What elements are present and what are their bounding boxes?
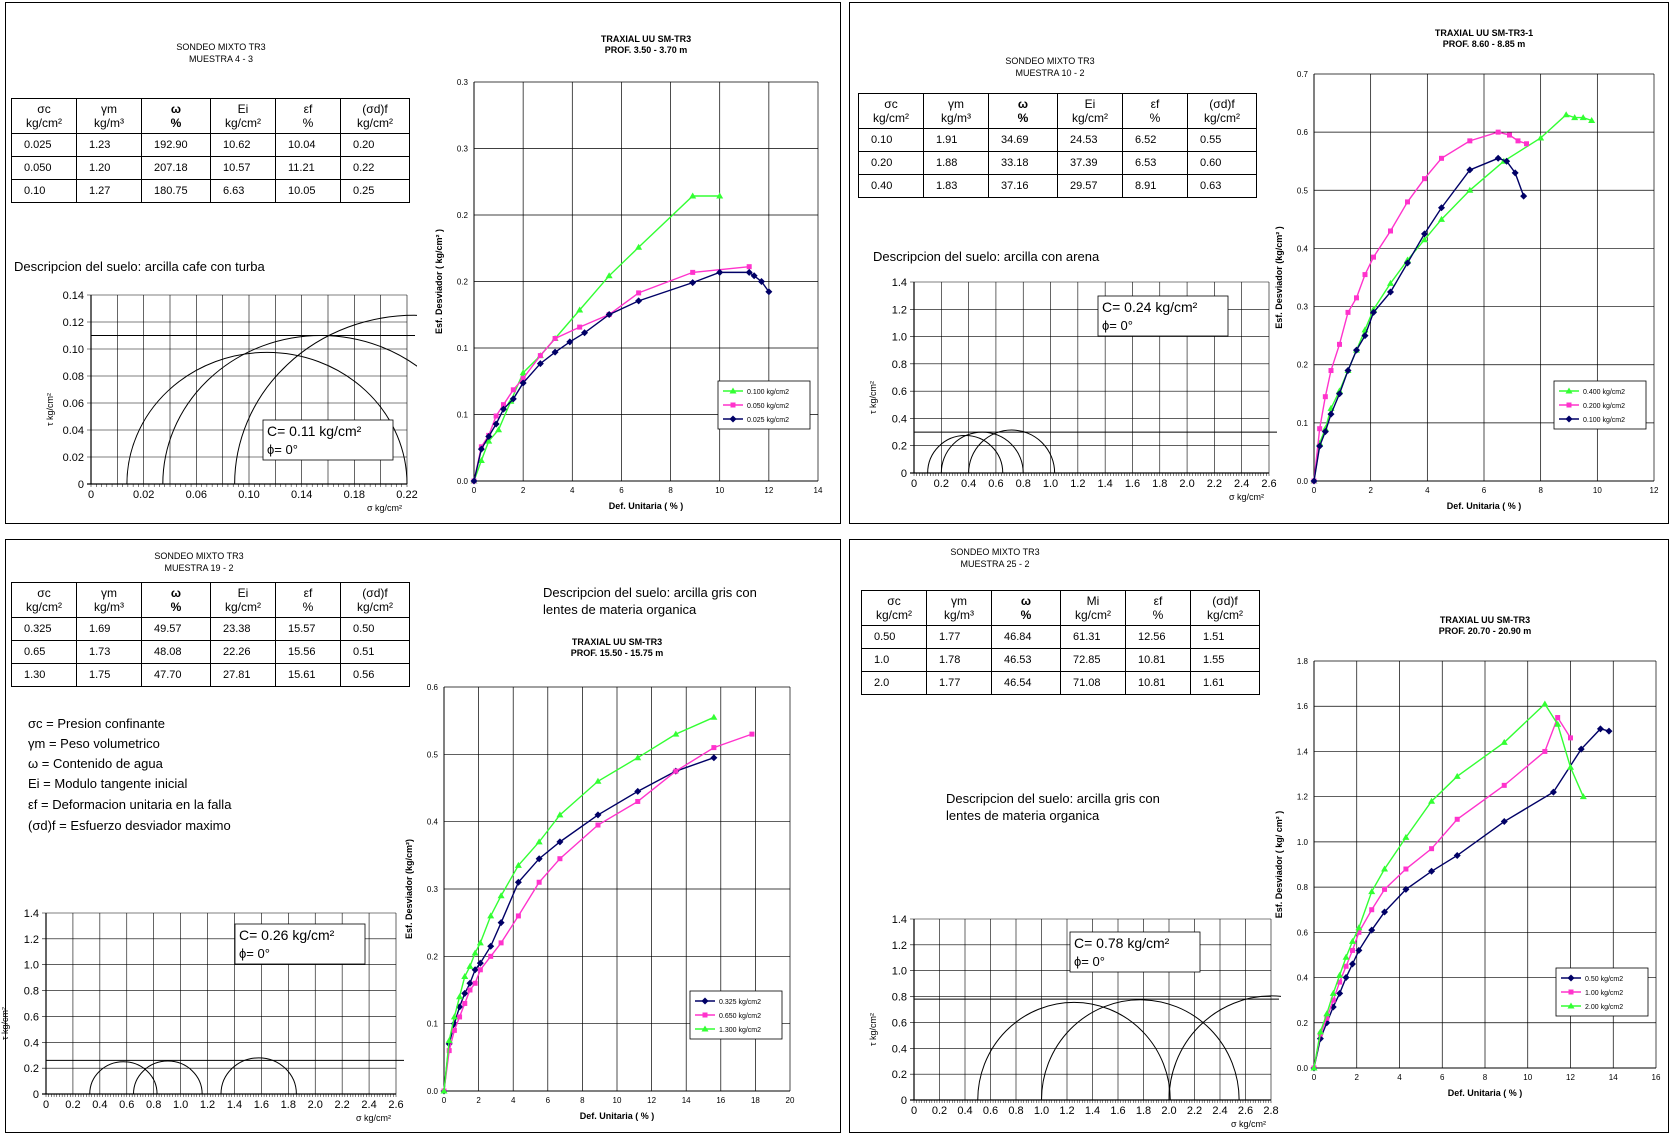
col-header: σc kg/cm² xyxy=(858,93,924,129)
table-header-row: σc kg/cm² γm kg/m³ ω% Ei kg/cm² εf% (σd)f kg… xyxy=(858,93,1257,129)
sample-title: MUESTRA 25 - 2 xyxy=(960,559,1030,569)
table-row: 0.050 1.20 207.18 10.57 11.21 0.22 xyxy=(11,156,410,180)
table-row: 1.0 1.78 46.53 72.85 10.81 1.55 xyxy=(861,648,1260,672)
col-header: εf% xyxy=(275,582,341,618)
table-row: 0.65 1.73 48.08 22.26 15.56 0.51 xyxy=(11,640,410,664)
col-header: γm kg/m³ xyxy=(923,93,989,129)
sample-header: SONDEO MIXTO TR3 MUESTRA 25 - 2 xyxy=(895,546,1095,570)
notation-unit-weight: γm = Peso volumetrico xyxy=(28,736,160,751)
sample-title: MUESTRA 19 - 2 xyxy=(164,563,234,573)
col-header: Ei kg/cm² xyxy=(210,582,276,618)
col-header: γm kg/m³ xyxy=(76,98,142,134)
soil-description: Descripcion del suelo: arcilla gris con … xyxy=(946,791,1160,823)
notation-confining-pressure: σc = Presion confinante xyxy=(28,716,166,731)
properties-table: σc kg/cm² γm kg/m³ ω% Ei kg/cm² εf% (σd)f kg… xyxy=(11,98,410,203)
col-header: ω% xyxy=(991,590,1061,626)
col-header: σc kg/cm² xyxy=(11,582,77,618)
boring-title: SONDEO MIXTO TR3 xyxy=(1005,56,1095,66)
notation-failure-strain: εf = Deformacion unitaria en la falla xyxy=(28,797,232,812)
panel-sample-2: SONDEO MIXTO TR3 MUESTRA 10 - 2 σc kg/cm²… xyxy=(849,2,1669,524)
col-header: Mi kg/cm² xyxy=(1060,590,1126,626)
table-row: 0.20 1.88 33.18 37.39 6.53 0.60 xyxy=(858,151,1257,175)
sample-header: SONDEO MIXTO TR3 MUESTRA 10 - 2 xyxy=(950,55,1150,79)
properties-table: σc kg/cm² γm kg/m³ ω% Mi kg/cm² εf% (σd)f kg… xyxy=(861,590,1260,695)
col-header: σc kg/cm² xyxy=(11,98,77,134)
panel-sample-1: SONDEO MIXTO TR3 MUESTRA 4 - 3 σc kg/cm² … xyxy=(5,2,841,524)
boring-title: SONDEO MIXTO TR3 xyxy=(950,547,1040,557)
table-row: 0.10 1.27 180.75 6.63 10.05 0.25 xyxy=(11,179,410,203)
soil-description: Descripcion del suelo: arcilla gris con … xyxy=(543,585,757,617)
panel-sample-3: SONDEO MIXTO TR3 MUESTRA 19 - 2 σc kg/cm²… xyxy=(5,539,841,1133)
col-header: ω% xyxy=(141,98,211,134)
col-header: Ei kg/cm² xyxy=(210,98,276,134)
soil-description: Descripcion del suelo: arcilla cafe con … xyxy=(14,259,265,274)
col-header: (σd)f kg/cm² xyxy=(340,582,410,618)
col-header: Ei kg/cm² xyxy=(1057,93,1123,129)
properties-table: σc kg/cm² γm kg/m³ ω% Ei kg/cm² εf% (σd)f kg… xyxy=(858,93,1257,198)
col-header: σc kg/cm² xyxy=(861,590,927,626)
sample-header: SONDEO MIXTO TR3 MUESTRA 4 - 3 xyxy=(121,41,321,65)
table-row: 0.10 1.91 34.69 24.53 6.52 0.55 xyxy=(858,128,1257,152)
col-header: ω% xyxy=(988,93,1058,129)
soil-description: Descripcion del suelo: arcilla con arena xyxy=(873,249,1100,264)
table-header-row: σc kg/cm² γm kg/m³ ω% Mi kg/cm² εf% (σd)f kg… xyxy=(861,590,1260,626)
col-header: εf% xyxy=(1125,590,1191,626)
table-row: 1.30 1.75 47.70 27.81 15.61 0.56 xyxy=(11,663,410,687)
col-header: γm kg/m³ xyxy=(926,590,992,626)
panel-sample-4: SONDEO MIXTO TR3 MUESTRA 25 - 2 σc kg/cm²… xyxy=(849,539,1669,1133)
table-row: 2.0 1.77 46.54 71.08 10.81 1.61 xyxy=(861,671,1260,695)
table-row: 0.325 1.69 49.57 23.38 15.57 0.50 xyxy=(11,617,410,641)
notation-deviator-stress: (σd)f = Esfuerzo desviador maximo xyxy=(28,818,231,833)
notation-initial-modulus: Ei = Modulo tangente inicial xyxy=(28,776,188,791)
col-header: εf% xyxy=(1122,93,1188,129)
table-row: 0.40 1.83 37.16 29.57 8.91 0.63 xyxy=(858,174,1257,198)
sample-title: MUESTRA 4 - 3 xyxy=(188,54,253,64)
properties-table: σc kg/cm² γm kg/m³ ω% Ei kg/cm² εf% (σd)f kg… xyxy=(11,582,410,687)
boring-title: SONDEO MIXTO TR3 xyxy=(176,42,266,52)
sample-title: MUESTRA 10 - 2 xyxy=(1015,68,1085,78)
col-header: (σd)f kg/cm² xyxy=(1190,590,1260,626)
boring-title: SONDEO MIXTO TR3 xyxy=(154,551,244,561)
col-header: (σd)f kg/cm² xyxy=(1187,93,1257,129)
table-row: 0.50 1.77 46.84 61.31 12.56 1.51 xyxy=(861,625,1260,649)
col-header: γm kg/m³ xyxy=(76,582,142,618)
notation-water-content: ω = Contenido de agua xyxy=(28,756,163,771)
col-header: ω% xyxy=(141,582,211,618)
col-header: εf% xyxy=(275,98,341,134)
col-header: (σd)f kg/cm² xyxy=(340,98,410,134)
table-row: 0.025 1.23 192.90 10.62 10.04 0.20 xyxy=(11,133,410,157)
table-header-row: σc kg/cm² γm kg/m³ ω% Ei kg/cm² εf% (σd)f kg… xyxy=(11,582,410,618)
table-header-row: σc kg/cm² γm kg/m³ ω% Ei kg/cm² εf% (σd)f kg… xyxy=(11,98,410,134)
sample-header: SONDEO MIXTO TR3 MUESTRA 19 - 2 xyxy=(99,550,299,574)
